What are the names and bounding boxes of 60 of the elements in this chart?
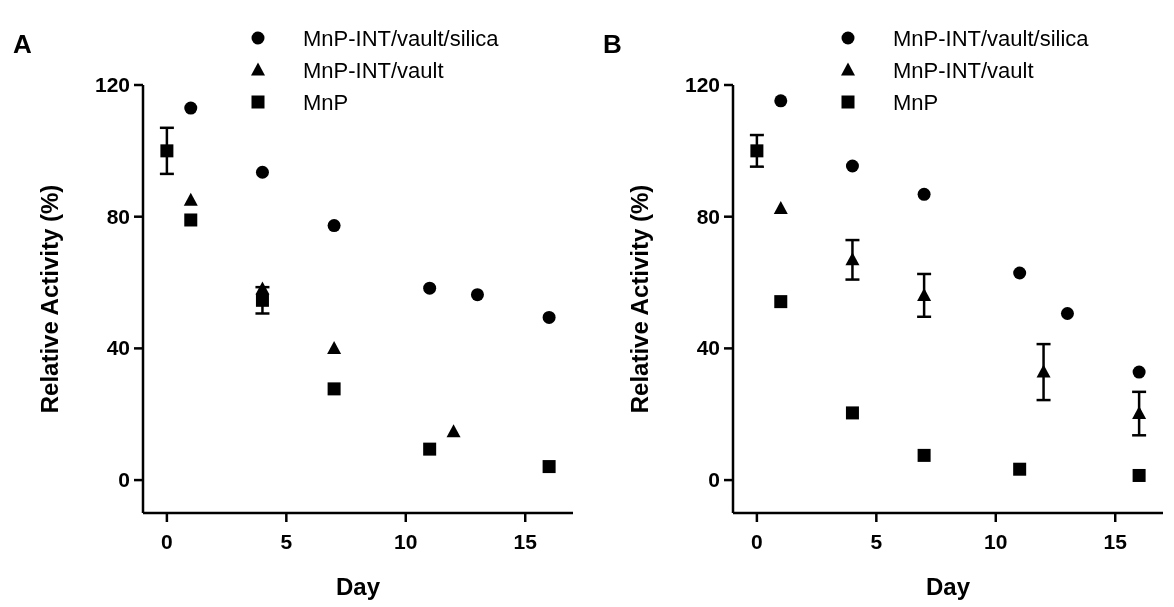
point [774,94,788,108]
y-axis-title: Relative Activity (%) [36,184,63,414]
point [845,252,860,266]
y-tick-label: 80 [696,204,720,228]
point [327,340,342,354]
legend-label: MnP [893,90,939,115]
point [1036,364,1051,378]
point [542,460,556,474]
point [917,187,931,201]
point [1013,266,1027,280]
point [184,213,198,227]
legend-label: MnP-INT/vault/silica [893,26,1090,51]
point [1132,468,1146,482]
x-tick-label: 0 [161,530,173,553]
point [774,295,788,309]
x-tick-label: 15 [513,530,538,553]
x-tick-label: 5 [280,530,293,553]
point [917,287,932,301]
x-tick-label: 0 [751,530,763,553]
point [470,288,484,302]
chart-title: A [13,29,32,59]
chart-title: B [603,29,622,59]
point [423,442,437,456]
point [917,448,931,462]
y-tick-label: 40 [106,336,130,360]
legend-label: MnP-INT/vault [303,58,444,83]
point [1132,365,1146,379]
point [423,281,437,295]
y-tick-label: 120 [94,73,130,96]
point [542,310,556,324]
point [1013,462,1027,476]
point [845,406,859,420]
x-axis-title: Day [335,573,381,600]
point [327,219,341,233]
point [327,382,341,396]
x-tick-label: 5 [870,530,883,553]
legend-label: MnP-INT/vault/silica [303,26,500,51]
legend-label: MnP [303,90,349,115]
x-tick-label: 10 [984,530,1008,553]
y-tick-label: 40 [696,336,720,360]
point [183,192,198,206]
point [1132,406,1147,420]
y-tick-label: 0 [118,468,130,492]
x-tick-label: 10 [394,530,418,553]
y-tick-label: 0 [708,468,720,492]
point [446,424,461,438]
y-tick-label: 120 [684,73,720,96]
x-axis-title: Day [925,573,971,600]
point [160,144,174,158]
point [184,101,198,115]
point [773,200,788,214]
point [255,293,269,307]
point [845,159,859,173]
x-tick-label: 15 [1103,530,1128,553]
point [1060,306,1074,320]
y-tick-label: 80 [106,204,130,228]
y-axis-title: Relative Activity (%) [626,184,653,414]
legend-label: MnP-INT/vault [893,58,1034,83]
point [255,165,269,179]
point [750,144,764,158]
